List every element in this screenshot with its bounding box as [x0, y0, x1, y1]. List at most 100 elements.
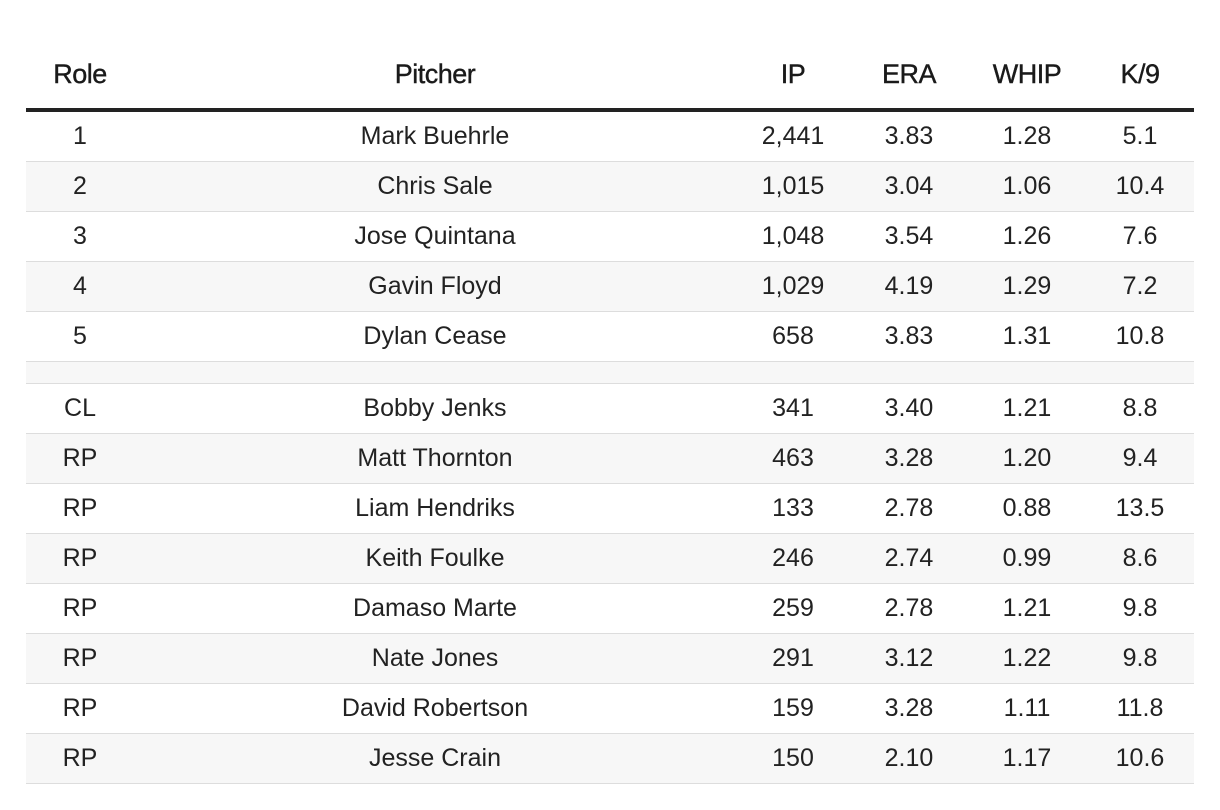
pitching-staff-table: Role Pitcher IP ERA WHIP K/9 1 Mark Buehr… [26, 40, 1194, 784]
cell-era: 3.28 [850, 683, 968, 734]
table-row: RP Jesse Crain 150 2.10 1.17 10.6 [26, 733, 1194, 784]
cell-era: 3.04 [850, 161, 968, 212]
table-row: 5 Dylan Cease 658 3.83 1.31 10.8 [26, 311, 1194, 362]
header-ip: IP [736, 40, 850, 112]
cell-ip: 159 [736, 683, 850, 734]
cell-era: 2.78 [850, 483, 968, 534]
cell-era [850, 361, 968, 384]
cell-role: RP [26, 483, 134, 534]
cell-pitcher [134, 361, 736, 384]
cell-ip: 2,441 [736, 110, 850, 162]
header-pitcher: Pitcher [134, 40, 736, 112]
cell-k9: 9.4 [1086, 433, 1194, 484]
table-row: 4 Gavin Floyd 1,029 4.19 1.29 7.2 [26, 261, 1194, 312]
cell-whip: 1.11 [968, 683, 1086, 734]
cell-role: 1 [26, 110, 134, 162]
table-row: RP Keith Foulke 246 2.74 0.99 8.6 [26, 533, 1194, 584]
cell-pitcher: Nate Jones [134, 633, 736, 684]
cell-whip: 1.29 [968, 261, 1086, 312]
table-row: RP Nate Jones 291 3.12 1.22 9.8 [26, 633, 1194, 684]
cell-era: 2.74 [850, 533, 968, 584]
cell-whip: 1.21 [968, 383, 1086, 434]
cell-pitcher: Gavin Floyd [134, 261, 736, 312]
cell-era: 2.10 [850, 733, 968, 784]
cell-pitcher: Damaso Marte [134, 583, 736, 634]
cell-whip: 1.20 [968, 433, 1086, 484]
cell-pitcher: Bobby Jenks [134, 383, 736, 434]
cell-era: 3.40 [850, 383, 968, 434]
cell-k9: 5.1 [1086, 110, 1194, 162]
cell-pitcher: Jesse Crain [134, 733, 736, 784]
cell-pitcher: Liam Hendriks [134, 483, 736, 534]
cell-role: CL [26, 383, 134, 434]
table-row: RP Liam Hendriks 133 2.78 0.88 13.5 [26, 483, 1194, 534]
cell-ip [736, 361, 850, 384]
cell-whip: 0.99 [968, 533, 1086, 584]
cell-whip: 1.26 [968, 211, 1086, 262]
cell-ip: 133 [736, 483, 850, 534]
cell-whip: 1.28 [968, 110, 1086, 162]
table-row: 3 Jose Quintana 1,048 3.54 1.26 7.6 [26, 211, 1194, 262]
cell-era: 2.78 [850, 583, 968, 634]
cell-k9: 9.8 [1086, 633, 1194, 684]
spacer-row [26, 361, 1194, 384]
cell-whip: 1.06 [968, 161, 1086, 212]
cell-era: 3.54 [850, 211, 968, 262]
cell-role: RP [26, 633, 134, 684]
cell-whip: 1.21 [968, 583, 1086, 634]
cell-pitcher: Chris Sale [134, 161, 736, 212]
header-role: Role [26, 40, 134, 112]
cell-k9: 8.8 [1086, 383, 1194, 434]
cell-k9: 10.4 [1086, 161, 1194, 212]
cell-ip: 150 [736, 733, 850, 784]
cell-ip: 1,029 [736, 261, 850, 312]
cell-k9: 9.8 [1086, 583, 1194, 634]
cell-role: RP [26, 583, 134, 634]
cell-era: 3.83 [850, 110, 968, 162]
cell-pitcher: Dylan Cease [134, 311, 736, 362]
cell-pitcher: Jose Quintana [134, 211, 736, 262]
cell-role: 3 [26, 211, 134, 262]
cell-role: RP [26, 433, 134, 484]
table-row: RP Matt Thornton 463 3.28 1.20 9.4 [26, 433, 1194, 484]
table-row: CL Bobby Jenks 341 3.40 1.21 8.8 [26, 383, 1194, 434]
cell-ip: 341 [736, 383, 850, 434]
cell-ip: 658 [736, 311, 850, 362]
cell-k9: 10.6 [1086, 733, 1194, 784]
cell-ip: 259 [736, 583, 850, 634]
cell-era: 3.28 [850, 433, 968, 484]
cell-ip: 1,015 [736, 161, 850, 212]
cell-ip: 1,048 [736, 211, 850, 262]
cell-role: 2 [26, 161, 134, 212]
header-era: ERA [850, 40, 968, 112]
cell-ip: 291 [736, 633, 850, 684]
cell-era: 3.83 [850, 311, 968, 362]
cell-k9: 10.8 [1086, 311, 1194, 362]
cell-role [26, 361, 134, 384]
cell-whip: 1.22 [968, 633, 1086, 684]
cell-era: 3.12 [850, 633, 968, 684]
header-k9: K/9 [1086, 40, 1194, 112]
cell-role: RP [26, 733, 134, 784]
cell-k9: 13.5 [1086, 483, 1194, 534]
cell-role: RP [26, 533, 134, 584]
cell-whip: 1.17 [968, 733, 1086, 784]
table-row: RP Damaso Marte 259 2.78 1.21 9.8 [26, 583, 1194, 634]
table-row: 1 Mark Buehrle 2,441 3.83 1.28 5.1 [26, 110, 1194, 162]
cell-ip: 463 [736, 433, 850, 484]
cell-ip: 246 [736, 533, 850, 584]
cell-pitcher: Mark Buehrle [134, 110, 736, 162]
header-whip: WHIP [968, 40, 1086, 112]
cell-whip: 0.88 [968, 483, 1086, 534]
cell-k9: 11.8 [1086, 683, 1194, 734]
cell-role: 4 [26, 261, 134, 312]
cell-k9: 7.2 [1086, 261, 1194, 312]
cell-k9: 7.6 [1086, 211, 1194, 262]
cell-role: 5 [26, 311, 134, 362]
cell-k9: 8.6 [1086, 533, 1194, 584]
header-row: Role Pitcher IP ERA WHIP K/9 [26, 40, 1194, 112]
cell-k9 [1086, 361, 1194, 384]
cell-whip: 1.31 [968, 311, 1086, 362]
cell-pitcher: Keith Foulke [134, 533, 736, 584]
table-body: 1 Mark Buehrle 2,441 3.83 1.28 5.1 2 Chris Sale… [26, 110, 1194, 784]
